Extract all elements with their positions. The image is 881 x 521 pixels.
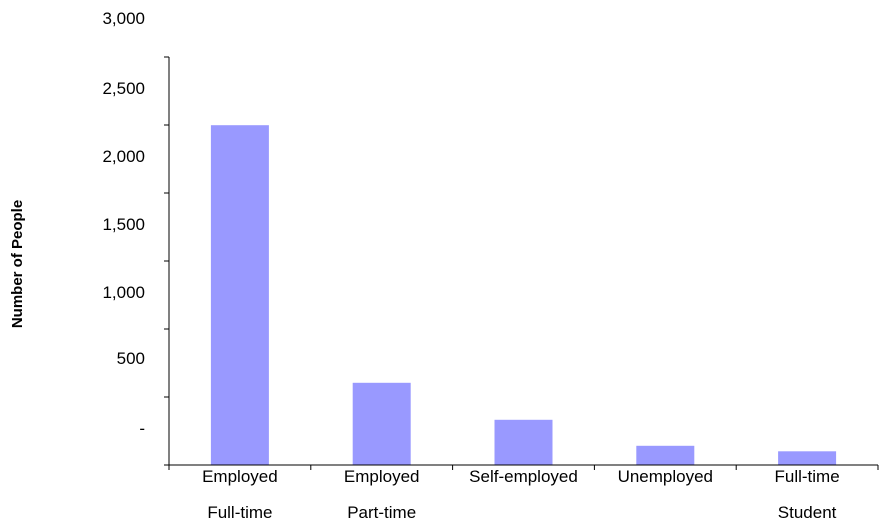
y-tick-label: 2,000	[102, 147, 145, 166]
x-category-label: Employed	[202, 467, 278, 486]
x-category-label: Part-time	[347, 503, 416, 521]
y-axis-title: Number of People	[9, 200, 26, 328]
y-tick-label: 3,000	[102, 9, 145, 28]
y-tick-label: 1,500	[102, 215, 145, 234]
x-category-label: Unemployed	[618, 467, 713, 486]
x-category-label: Self-employed	[469, 467, 578, 486]
x-category-label: Student	[778, 503, 837, 521]
bar-1	[352, 382, 411, 465]
bar-4	[778, 451, 837, 465]
y-tick-label: 1,000	[102, 283, 145, 302]
bar-2	[494, 419, 553, 465]
bar-3	[636, 445, 695, 465]
bar-0	[210, 125, 269, 465]
y-tick-label: 500	[117, 349, 145, 368]
y-tick-label: 2,500	[102, 79, 145, 98]
x-category-label: Employed	[344, 467, 420, 486]
x-category-label: Full-time	[207, 503, 272, 521]
x-category-label: Full-time	[775, 467, 840, 486]
y-tick-label: -	[139, 419, 145, 438]
